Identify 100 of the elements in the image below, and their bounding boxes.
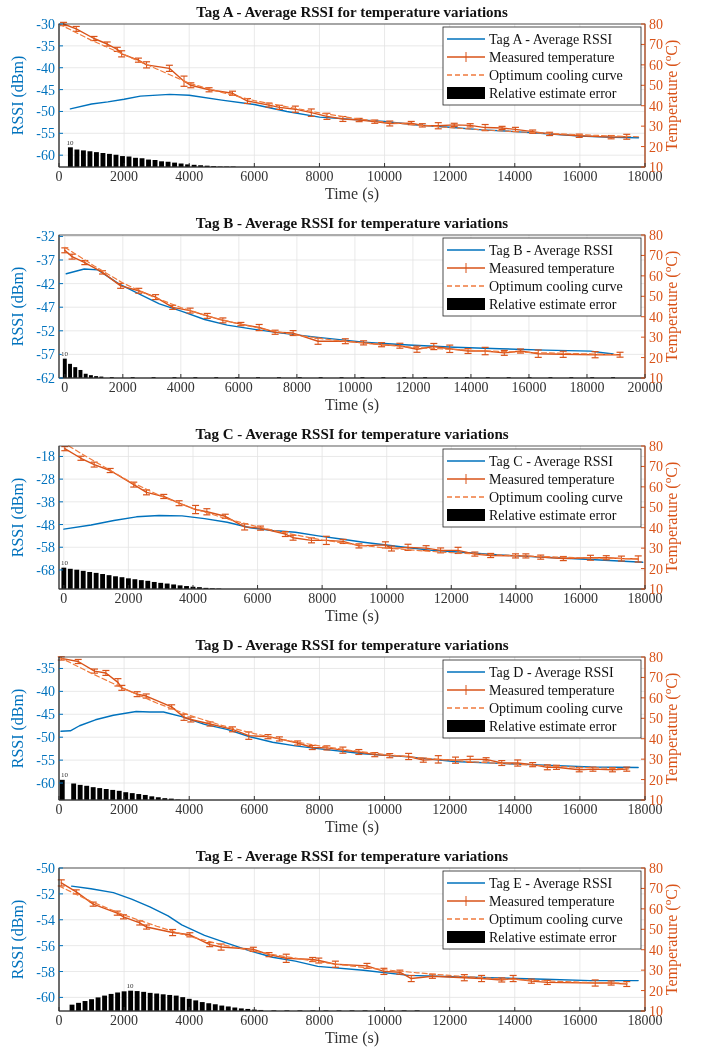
chart-title: Tag C - Average RSSI for temperature variations [195,426,509,442]
y2-tick-label: 80 [649,861,663,876]
x-tick-label: 8000 [308,591,337,606]
x-tick-label: 2000 [110,169,139,184]
legend-label: Relative estimate error [489,297,617,312]
y-tick-label: -57 [36,347,55,363]
x-axis-title: Time (s) [324,818,380,836]
x-tick-label: 2000 [114,591,143,606]
legend-label: Measured temperature [489,472,615,487]
y2-tick-label: 30 [649,752,663,768]
y2-tick-label: 50 [649,289,663,305]
y2-tick-label: 40 [649,731,663,747]
x-tick-label: 6000 [240,169,269,184]
y-tick-label: -52 [36,323,55,339]
y2-tick-label: 40 [649,520,663,536]
x-tick-label: 12000 [433,591,469,606]
y2-tick-label: 60 [649,901,663,917]
x-tick-label: 4000 [175,169,204,184]
legend-label: Relative estimate error [489,508,617,523]
y2-tick-label: 70 [649,459,663,475]
legend-label: Optimum cooling curve [489,912,623,927]
chart-title: Tag A - Average RSSI for temperature variations [196,4,508,20]
legend-label: Relative estimate error [489,86,617,101]
y2-tick-label: 20 [649,983,663,999]
y-tick-label: -68 [36,562,55,578]
legend-label: Optimum cooling curve [489,279,623,294]
y-tick-label: -60 [36,990,55,1006]
x-tick-label: 12000 [432,169,468,184]
y2-tick-label: 60 [649,268,663,284]
y2-tick-label: 70 [649,37,663,53]
x-tick-label: 10000 [367,1013,403,1028]
legend-label: Relative estimate error [489,930,617,945]
x-tick-label: 16000 [562,169,598,184]
y-tick-label: -54 [36,912,55,928]
y-tick-label: -40 [36,684,55,700]
legend-label: Relative estimate error [489,719,617,734]
x-tick-label: 6000 [243,591,272,606]
x-tick-label: 8000 [305,169,334,184]
y-tick-label: -37 [36,253,55,269]
y-tick-label: -55 [36,126,55,142]
y2-tick-label: 80 [649,228,663,243]
y2-tick-label: 60 [649,57,663,73]
y2-tick-label: 40 [649,942,663,958]
legend-label: Tag B - Average RSSI [489,243,614,258]
y-axis-title: RSSI (dBm) [9,477,27,558]
x-tick-label: 10000 [367,802,403,817]
y-tick-label: -45 [36,707,55,723]
y-tick-label: -45 [36,82,55,98]
y-tick-label: -35 [36,38,55,54]
y2-tick-label: 40 [649,309,663,325]
y2-tick-label: 60 [649,690,663,706]
chart-title: Tag D - Average RSSI for temperature variations [195,637,509,653]
y2-tick-label: 60 [649,479,663,495]
x-tick-label: 16000 [562,1013,598,1028]
x-tick-label: 0 [61,380,69,395]
y2-tick-label: 50 [649,78,663,94]
legend-label: Tag D - Average RSSI [489,665,615,680]
x-tick-label: 10000 [367,169,403,184]
x-tick-label: 2000 [110,802,139,817]
y-tick-label: -56 [36,938,55,954]
x-tick-label: 0 [60,591,68,606]
x-tick-label: 8000 [305,802,334,817]
y2-tick-label: 80 [649,17,663,32]
y-tick-label: -62 [36,371,55,386]
x-tick-label: 0 [55,1013,63,1028]
y-tick-label: -50 [36,104,55,120]
x-tick-label: 4000 [175,802,204,817]
x-tick-label: 10000 [337,380,373,395]
y2-tick-label: 30 [649,119,663,135]
y-axis-title: RSSI (dBm) [9,899,27,980]
chart-title: Tag E - Average RSSI for temperature variations [195,848,509,864]
x-tick-label: 0 [55,169,63,184]
x-tick-label: 4000 [166,380,195,395]
y2-tick-label: 70 [649,248,663,264]
legend-label: Optimum cooling curve [489,490,623,505]
x-tick-label: 8000 [305,1013,334,1028]
x-tick-label: 16000 [511,380,547,395]
x-tick-label: 2000 [110,1013,139,1028]
x-tick-label: 6000 [224,380,253,395]
y-tick-label: -28 [36,472,55,488]
x-tick-label: 16000 [562,591,598,606]
y2-tick-label: 80 [649,439,663,454]
x-axis-title: Time (s) [324,607,380,625]
y2-tick-label: 70 [649,670,663,686]
y2-tick-label: 20 [649,139,663,155]
x-axis-title: Time (s) [324,185,380,203]
legend-label: Tag E - Average RSSI [489,876,613,891]
x-tick-label: 14000 [498,591,534,606]
y-axis-title: RSSI (dBm) [9,266,27,347]
y2-tick-label: 80 [649,650,663,665]
x-tick-label: 12000 [432,1013,468,1028]
y-tick-label: -55 [36,753,55,769]
y-tick-label: -42 [36,276,55,292]
x-tick-label: 12000 [432,802,468,817]
x-tick-label: 18000 [569,380,605,395]
legend-label: Measured temperature [489,683,615,698]
y-tick-label: -50 [36,730,55,746]
y-axis-title: RSSI (dBm) [9,688,27,769]
legend-label: Optimum cooling curve [489,68,623,83]
x-tick-label: 0 [55,802,63,817]
